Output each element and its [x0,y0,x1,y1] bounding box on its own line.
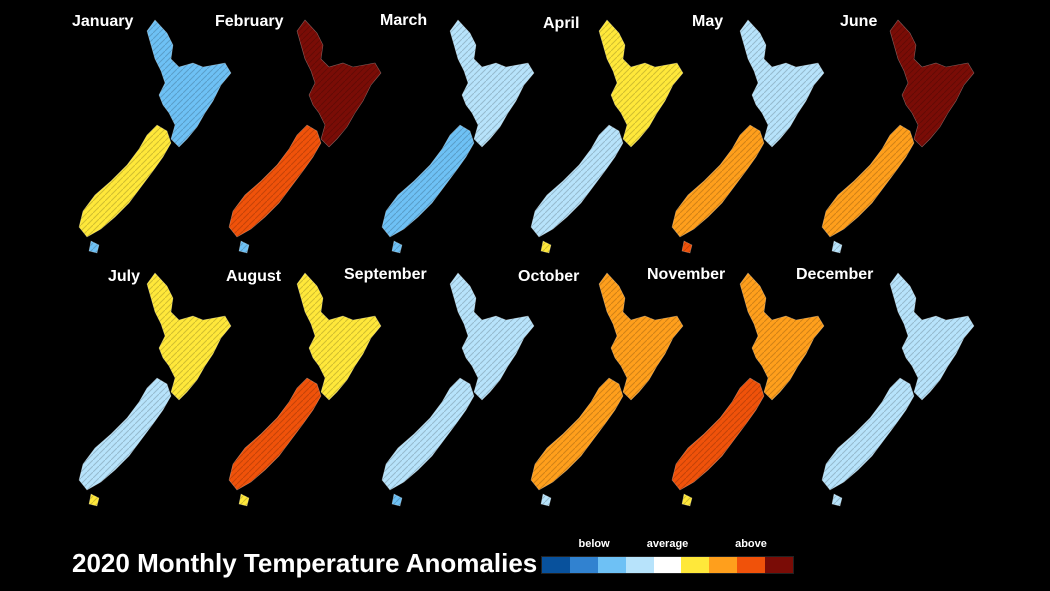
south-island-texture [672,378,764,490]
south-island-texture [822,125,914,237]
north-island-texture [147,273,231,400]
legend-swatch [597,557,626,573]
north-island-texture [740,20,824,147]
stewart-island-texture [239,494,249,506]
north-island-texture [599,273,683,400]
south-island-texture [672,125,764,237]
north-island-texture [740,273,824,400]
month-label: February [215,13,284,30]
color-legend: below average above [541,538,794,578]
stewart-island-texture [832,241,842,253]
month-label: January [72,13,134,30]
south-island-texture [382,125,474,237]
nz-map [530,272,684,507]
nz-map [228,19,382,254]
nz-map [821,272,975,507]
legend-swatch [737,557,766,573]
month-label: November [647,266,726,283]
month-label: October [518,268,580,285]
figure-title: 2020 Monthly Temperature Anomalies [72,548,538,578]
nz-map [821,19,975,254]
legend-swatch [569,557,598,573]
north-island-texture [890,20,974,147]
stewart-island-texture [682,494,692,506]
north-island-texture [450,20,534,147]
month-label: August [226,268,282,285]
month-label: April [543,15,580,32]
south-island-texture [79,378,171,490]
south-island-texture [531,378,623,490]
stewart-island-texture [89,494,99,506]
south-island-texture [229,378,321,490]
nz-map [530,19,684,254]
legend-swatch [709,557,738,573]
legend-label-above: above [735,538,767,550]
month-label: March [380,12,428,29]
legend-swatch [681,557,710,573]
month-label: December [796,266,874,283]
stewart-island-texture [541,241,551,253]
south-island-texture [382,378,474,490]
legend-swatch [653,557,682,573]
south-island-texture [79,125,171,237]
nz-map [228,272,382,507]
nz-map [78,272,232,507]
stewart-island-texture [392,494,402,506]
nz-map [381,19,535,254]
stewart-island-texture [832,494,842,506]
stewart-island-texture [89,241,99,253]
month-label: June [840,13,878,30]
north-island-texture [147,20,231,147]
south-island-texture [229,125,321,237]
nz-map [381,272,535,507]
stewart-island-texture [392,241,402,253]
nz-map [78,19,232,254]
north-island-texture [890,273,974,400]
month-label: September [344,266,427,283]
legend-swatch [625,557,654,573]
legend-color-bar [541,556,794,574]
south-island-texture [531,125,623,237]
nz-map [671,272,825,507]
north-island-texture [450,273,534,400]
north-island-texture [297,273,381,400]
north-island-texture [599,20,683,147]
stewart-island-texture [682,241,692,253]
nz-map [671,19,825,254]
legend-swatch [765,557,794,573]
month-label: July [108,268,141,285]
north-island-texture [297,20,381,147]
stewart-island-texture [541,494,551,506]
legend-label-average: average [646,538,689,550]
legend-swatch [542,557,570,573]
south-island-texture [822,378,914,490]
stewart-island-texture [239,241,249,253]
legend-label-below: below [578,538,610,550]
month-label: May [692,13,724,30]
